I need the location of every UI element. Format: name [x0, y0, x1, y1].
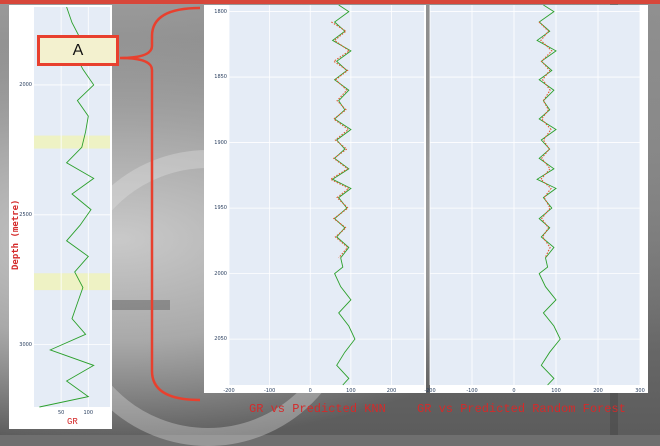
- x-tick-label: 200: [386, 388, 397, 394]
- x-tick-label: 200: [593, 388, 603, 394]
- zone-a-label: A: [72, 41, 84, 59]
- knn-svg: [228, 4, 424, 386]
- x-tick-label: 300: [635, 388, 645, 394]
- y-tick-label: 2000: [19, 81, 32, 88]
- predicted-series-line: [329, 21, 351, 259]
- rf-title: GR vs Predicted Random Forest: [417, 402, 626, 416]
- rf-svg: [429, 4, 641, 386]
- y-tick-label: 2500: [19, 211, 32, 218]
- x-tick-label: 0: [308, 388, 312, 394]
- y-tick-label: 1950: [214, 205, 227, 212]
- x-tick-label: 100: [551, 388, 561, 394]
- x-tick-label: 50: [57, 410, 65, 416]
- y-tick-label: 2000: [214, 270, 227, 277]
- rf-plot: [429, 4, 641, 386]
- y-tick-label: 1800: [214, 8, 227, 15]
- highlight-band: [34, 135, 110, 149]
- y-tick-label: 2050: [214, 336, 227, 343]
- depth-axis-label: Depth (metre): [11, 199, 21, 270]
- knn-panel: [204, 4, 426, 393]
- predicted-series-line: [538, 21, 553, 259]
- gr-series-line: [536, 4, 561, 386]
- x-tick-label: 100: [346, 388, 356, 394]
- top-red-line: [0, 0, 660, 4]
- zoom-brace: [120, 6, 201, 402]
- rf-panel: [429, 4, 648, 393]
- gr-series-line: [39, 6, 95, 408]
- well-log-svg: [34, 6, 110, 408]
- x-tick-label: 0: [512, 388, 516, 394]
- knn-plot: [228, 4, 424, 386]
- gr-series-line: [331, 4, 356, 386]
- x-tick-label: -100: [263, 388, 276, 394]
- y-tick-label: 1900: [214, 139, 227, 146]
- well-log-plot: [34, 6, 110, 408]
- knn-title: GR vs Predicted KNN: [249, 402, 386, 416]
- well-log-panel: Depth (metre) GR: [9, 5, 112, 429]
- background-mast: [80, 300, 170, 310]
- y-tick-label: 1850: [214, 74, 227, 81]
- x-tick-label: -200: [223, 388, 235, 394]
- y-tick-label: 3000: [19, 341, 32, 348]
- highlight-band: [34, 273, 110, 291]
- x-tick-label: -100: [466, 388, 478, 394]
- x-tick-label: -200: [424, 388, 436, 394]
- zone-a-box: A: [37, 35, 119, 66]
- gr-axis-label: GR: [67, 417, 78, 427]
- x-tick-label: 100: [83, 410, 94, 416]
